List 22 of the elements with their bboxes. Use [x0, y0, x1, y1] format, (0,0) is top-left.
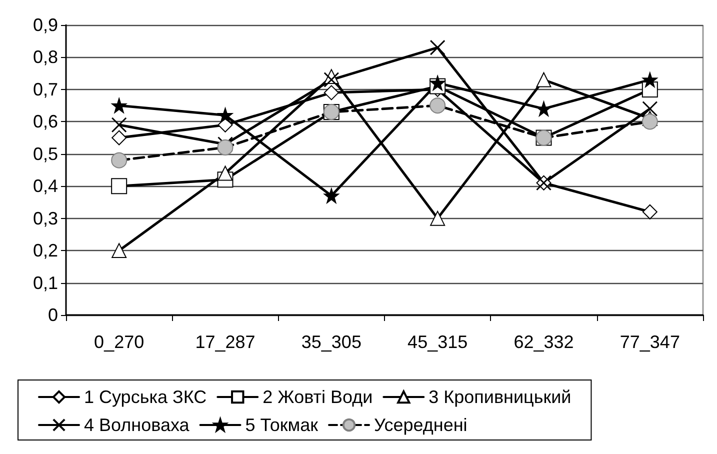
y-tick-label: 0,5 [32, 144, 58, 164]
y-tick-label: 0,7 [32, 79, 58, 100]
legend-label: 4 Волноваха [84, 415, 190, 435]
y-tick-label: 0,6 [32, 112, 58, 132]
y-tick-label: 0,8 [32, 47, 58, 68]
legend-label: 5 Токмак [245, 415, 318, 435]
y-tick-label: 0 [48, 305, 58, 325]
x-tick-label: 17_287 [195, 332, 256, 352]
y-tick-label: 0,9 [32, 15, 58, 35]
legend-label: 1 Сурська ЗКС [84, 387, 207, 407]
legend-label: Усереднені [374, 415, 468, 435]
legend-label: 2 Жовті Води [262, 387, 373, 407]
y-tick-label: 0,2 [32, 240, 58, 261]
y-tick-label: 0,1 [32, 272, 58, 293]
legend-label: 3 Кропивницький [428, 387, 572, 407]
x-tick-label: 77_347 [620, 332, 680, 352]
x-tick-label: 0_270 [94, 332, 144, 352]
x-tick-label: 45_315 [408, 332, 468, 352]
y-tick-label: 0,3 [32, 208, 58, 228]
x-tick-label: 62_332 [514, 332, 574, 352]
x-tick-label: 35_305 [301, 332, 362, 352]
y-tick-label: 0,4 [32, 176, 58, 196]
